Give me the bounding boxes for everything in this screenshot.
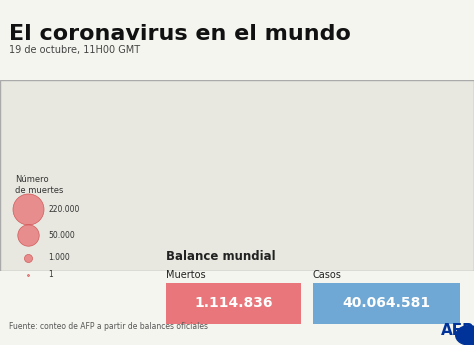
FancyBboxPatch shape (166, 283, 301, 324)
FancyBboxPatch shape (313, 283, 460, 324)
Text: Fuente: conteo de AFP a partir de balances oficiales: Fuente: conteo de AFP a partir de balanc… (9, 322, 209, 331)
Text: 19 de octubre, 11H00 GMT: 19 de octubre, 11H00 GMT (9, 45, 141, 55)
Text: 40.064.581: 40.064.581 (342, 296, 430, 310)
Text: Número
de muertes: Número de muertes (15, 175, 64, 195)
Text: Balance mundial: Balance mundial (166, 250, 275, 263)
Circle shape (456, 326, 474, 345)
Text: 1: 1 (48, 270, 53, 279)
Text: 220.000: 220.000 (48, 205, 80, 214)
Text: AFP: AFP (441, 323, 474, 338)
Text: Muertos: Muertos (166, 270, 206, 280)
Text: 1.000: 1.000 (48, 253, 70, 262)
FancyBboxPatch shape (0, 80, 474, 272)
Text: 1.114.836: 1.114.836 (194, 296, 273, 310)
Text: 50.000: 50.000 (48, 231, 75, 240)
Text: Casos: Casos (313, 270, 342, 280)
Text: El coronavirus en el mundo: El coronavirus en el mundo (9, 24, 351, 44)
